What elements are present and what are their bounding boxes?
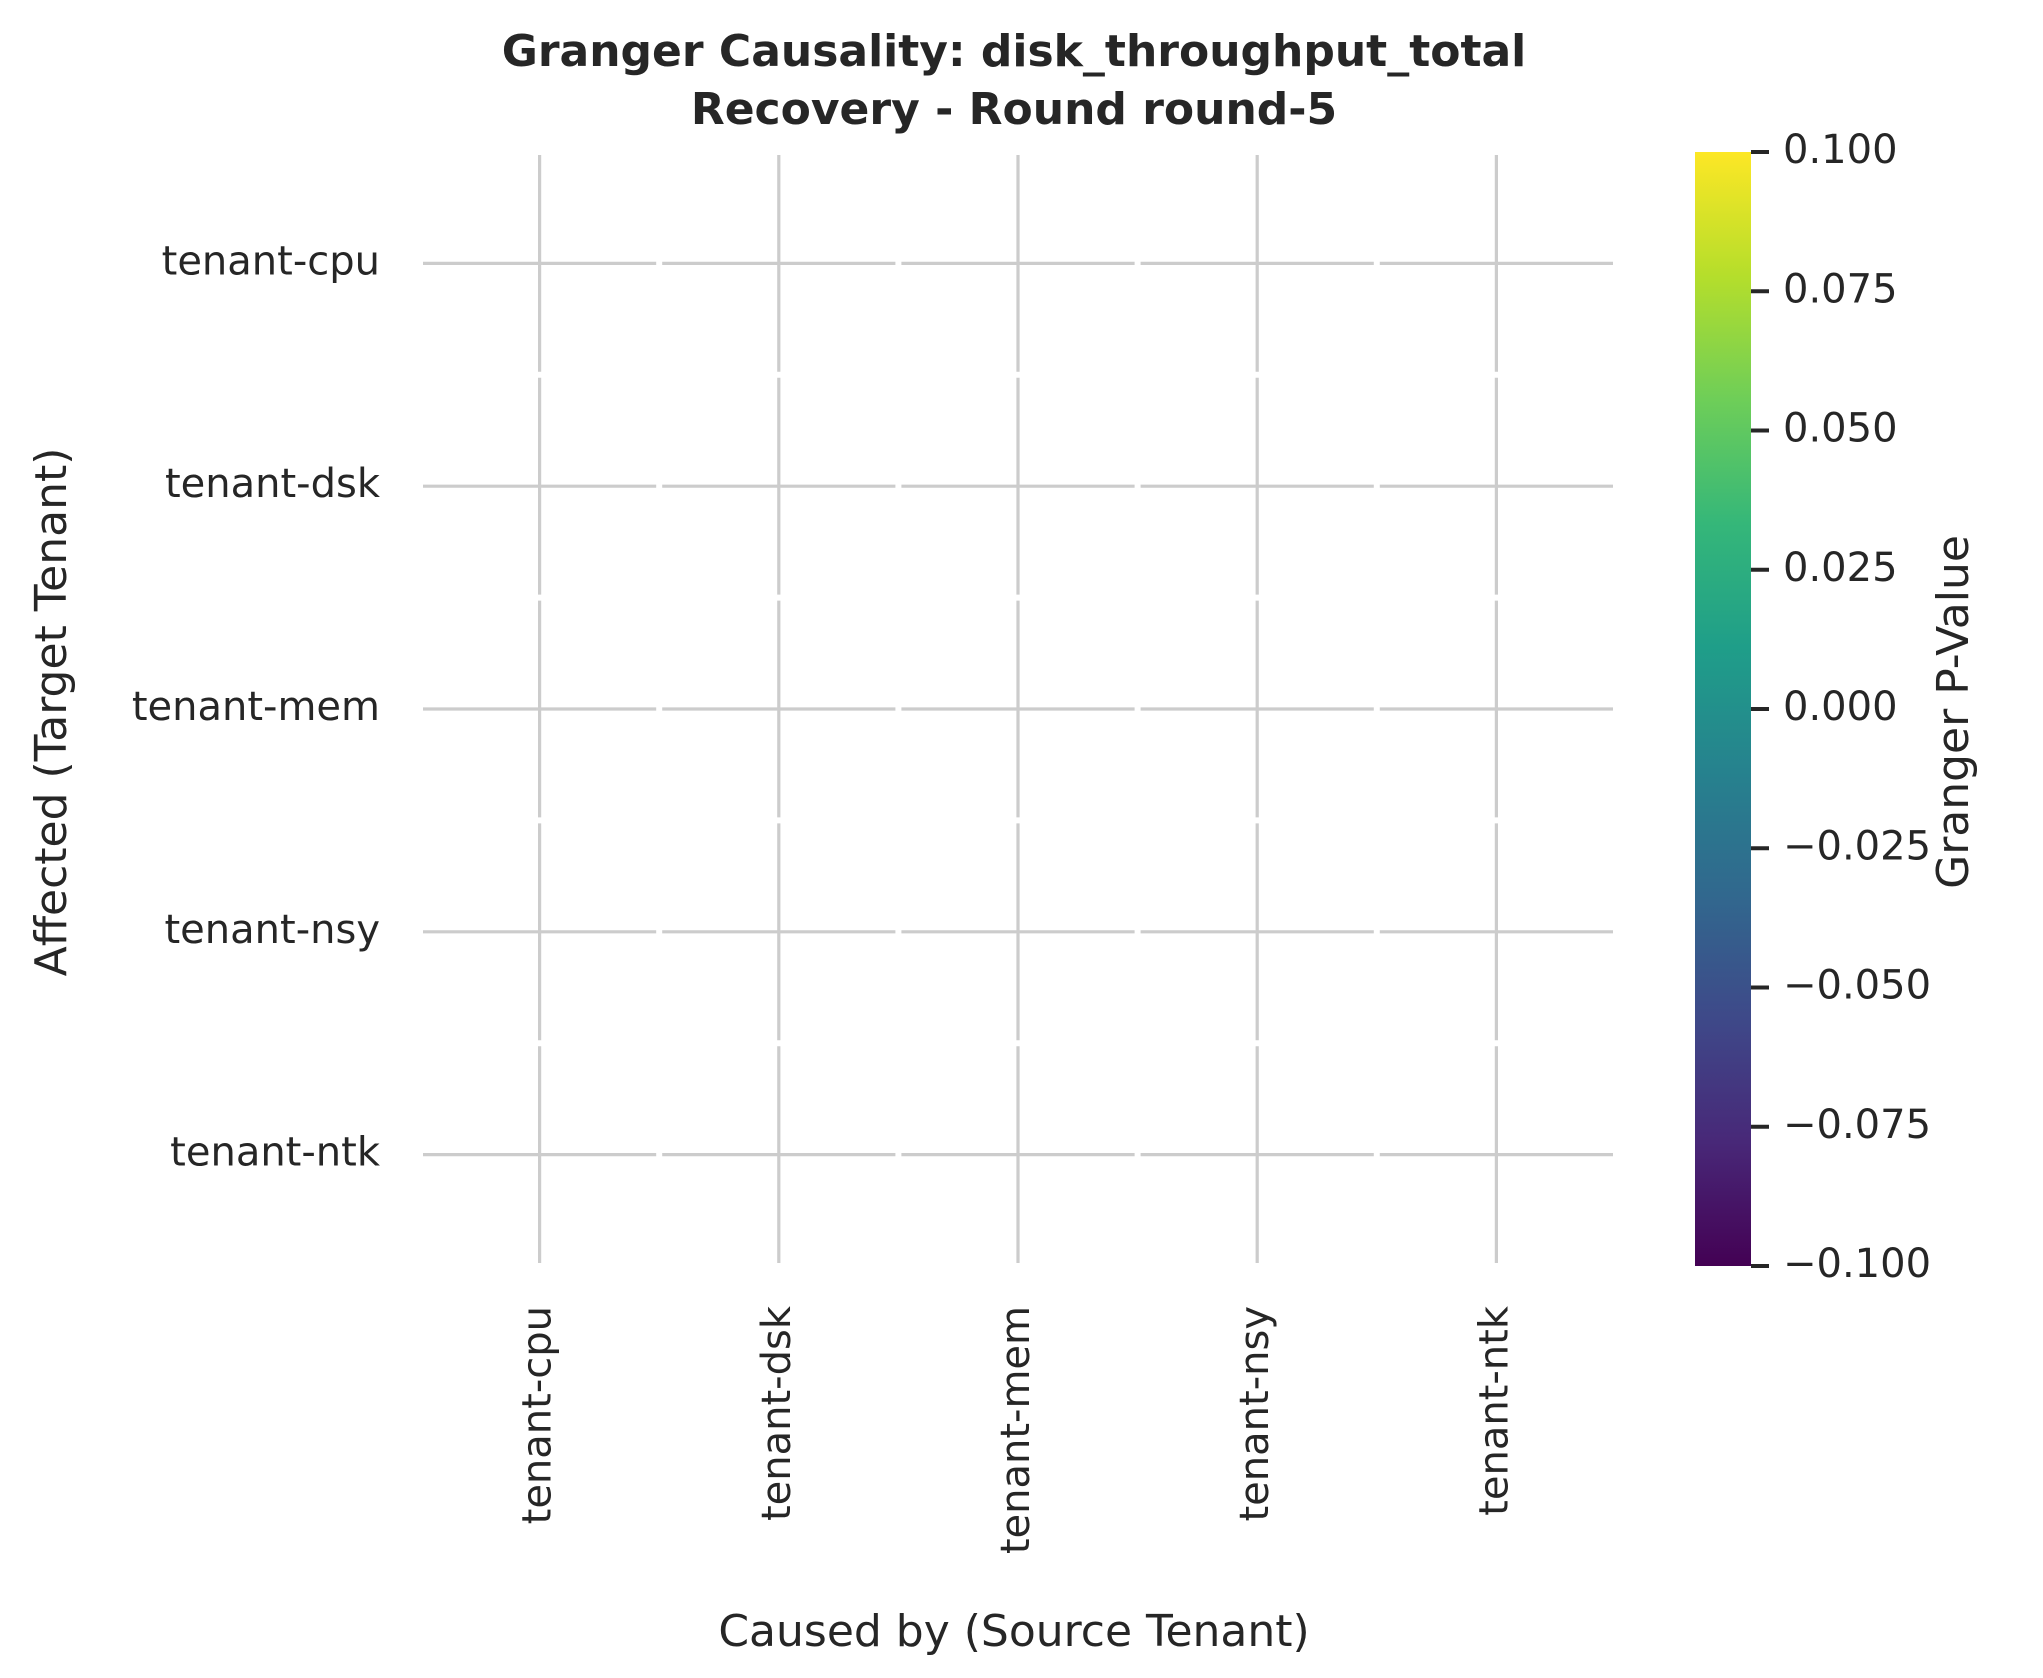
y-tick-label: tenant-nsy — [165, 907, 381, 953]
x-tick-label: tenant-mem — [993, 1306, 1039, 1554]
colorbar-tick-label: −0.100 — [1783, 1241, 1931, 1287]
heatmap-grid — [423, 155, 1613, 1263]
colorbar-tick-label: 0.000 — [1783, 684, 1898, 730]
x-tick-label: tenant-dsk — [754, 1305, 800, 1521]
colorbar-tick-label: −0.075 — [1783, 1102, 1931, 1148]
y-tick-label: tenant-dsk — [165, 461, 381, 507]
colorbar-tick-label: 0.050 — [1783, 406, 1898, 452]
colorbar — [1695, 152, 1751, 1266]
colorbar-label: Granger P-Value — [1928, 535, 1979, 889]
x-tick-label: tenant-nsy — [1232, 1306, 1278, 1522]
colorbar-tick-label: 0.075 — [1783, 266, 1898, 312]
colorbar-tick-label: 0.025 — [1783, 545, 1898, 591]
y-tick-label: tenant-mem — [132, 684, 380, 730]
chart-subtitle: Recovery - Round round-5 — [691, 84, 1337, 135]
x-axis-label: Caused by (Source Tenant) — [718, 1606, 1309, 1657]
y-tick-label: tenant-cpu — [162, 238, 380, 284]
colorbar-tick-label: −0.025 — [1783, 823, 1931, 869]
x-tick-label: tenant-cpu — [515, 1306, 561, 1524]
chart-title: Granger Causality: disk_throughput_total — [502, 26, 1527, 77]
y-tick-labels: tenant-cpu tenant-dsk tenant-mem tenant-nsy… — [132, 238, 381, 1175]
colorbar-ticks: 0.100 0.075 0.050 0.025 0.000 −0.025 −0.050 −0.… — [1751, 127, 1931, 1287]
colorbar-tick-label: 0.100 — [1783, 127, 1898, 173]
x-tick-labels: tenant-cpu tenant-dsk tenant-mem tenant-nsy… — [515, 1305, 1518, 1554]
colorbar-tick-label: −0.050 — [1783, 963, 1931, 1009]
x-tick-label: tenant-ntk — [1471, 1305, 1517, 1516]
y-tick-label: tenant-ntk — [170, 1130, 381, 1176]
y-axis-label: Affected (Target Tenant) — [26, 448, 77, 977]
